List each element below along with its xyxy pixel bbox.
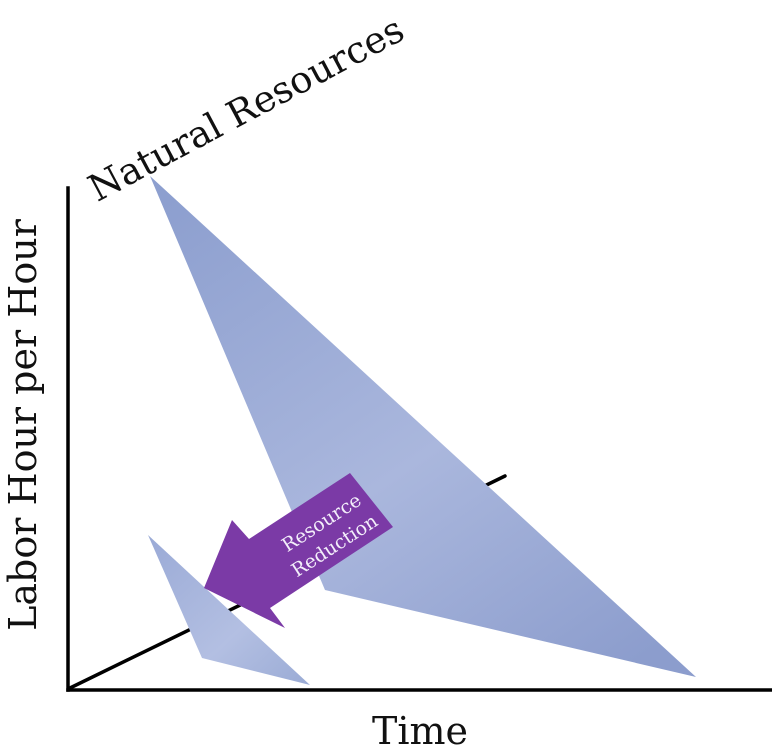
natural-resources-label: Natural Resources — [81, 8, 411, 211]
x-axis-label: Time — [372, 709, 468, 753]
reduced-resources-triangle — [148, 535, 310, 685]
arrow-shape — [204, 473, 393, 628]
y-axis-label: Labor Hour per Hour — [1, 218, 45, 631]
natural-resources-triangle — [150, 176, 696, 677]
